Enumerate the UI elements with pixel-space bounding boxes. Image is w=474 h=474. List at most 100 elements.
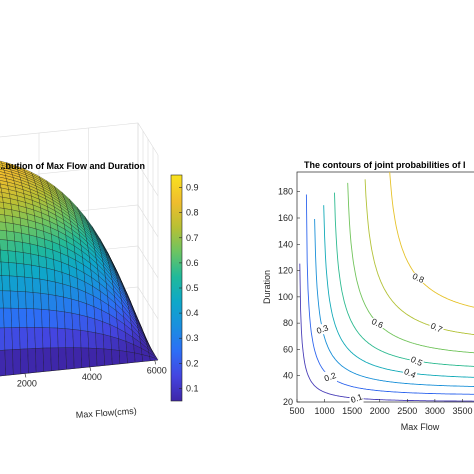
surface-patch [79, 314, 89, 332]
surface-patch [8, 262, 18, 277]
surface-patch [12, 349, 22, 375]
contour-x-tick-label: 3500 [452, 406, 472, 416]
surface-patch [95, 332, 105, 350]
surface-patch [55, 295, 65, 313]
contour-line-0.5 [334, 192, 474, 367]
colorbar-tick-label: 0.2 [186, 358, 199, 368]
surface-x-tick [89, 366, 92, 371]
surface-patch [31, 264, 41, 280]
contour-y-tick-label: 160 [278, 213, 293, 223]
surface-patch [0, 229, 8, 241]
surface-patch [32, 277, 41, 294]
surface-patch [22, 242, 31, 255]
surface-patch [33, 308, 43, 328]
surface-x-tick-label: 4000 [82, 372, 102, 382]
contour-y-tick-label: 100 [278, 292, 293, 302]
surface-patch [23, 263, 33, 279]
contour-y-tick-label: 140 [278, 239, 293, 249]
contour-x-tick-label: 500 [289, 406, 304, 416]
contour-y-tick-label: 80 [283, 318, 293, 328]
surface-x-tick [24, 373, 27, 378]
surface-patch [1, 275, 11, 292]
surface-patch [10, 308, 20, 328]
surface-patch [17, 291, 27, 309]
contour-y-tick-label: 120 [278, 266, 293, 276]
contour-label: 0.7 [429, 320, 444, 334]
surface-patch [65, 347, 75, 370]
surface-patch [23, 252, 32, 266]
surface-patch [25, 291, 34, 309]
surface-patch [110, 336, 120, 351]
surface-patch [2, 290, 12, 309]
contour-x-tick-label: 2000 [370, 406, 390, 416]
colorbar-tick-label: 0.5 [186, 283, 199, 293]
surface-mesh [0, 160, 159, 377]
surface-patch [13, 231, 23, 243]
surface-patch [56, 310, 66, 329]
contour-label: 0.1 [349, 391, 364, 405]
surface-patch [49, 327, 59, 349]
surface-x-tick [154, 360, 157, 365]
surface-patch [24, 276, 34, 293]
surface-patch [73, 347, 82, 369]
surface-patch [78, 300, 88, 317]
surface-patch [80, 330, 89, 349]
surface-patch [39, 278, 49, 295]
contour-title: The contours of joint probabilities of I [304, 160, 466, 170]
surface-patch [71, 298, 80, 316]
surface-patch [48, 309, 58, 329]
colorbar-tick-label: 0.4 [186, 308, 199, 318]
contour-y-tick-label: 180 [278, 187, 293, 197]
surface-patch [26, 327, 36, 349]
contour-labels: 0.1 0.2 0.3 0.40.5 0.6 0.7 0.8 [315, 271, 444, 405]
surface-patch [3, 307, 12, 328]
contour-line-0.4 [323, 205, 474, 378]
contour-line-0.3 [314, 218, 474, 387]
colorbar-tick-label: 0.9 [186, 183, 199, 193]
surface-patch [0, 239, 9, 251]
surface-patch [0, 349, 6, 377]
surface-patch [20, 348, 29, 374]
contour-label: 0.5 [409, 354, 424, 368]
surface-patch [54, 269, 63, 285]
surface-patch [6, 230, 15, 242]
surface-patch [47, 280, 57, 296]
contour-y-tick-label: 60 [283, 344, 293, 354]
surface-patch [42, 327, 51, 349]
surface-patch [15, 251, 25, 265]
contour-label: 0.2 [323, 370, 338, 384]
contour-plot-area [296, 171, 474, 403]
surface-patch [19, 327, 28, 350]
surface-patch [10, 290, 19, 309]
contour-line-0.7 [364, 179, 474, 336]
surface-patch [29, 243, 39, 256]
contour-label-bg [323, 371, 338, 382]
surface-patch [96, 348, 105, 367]
contour-y-tick-label: 20 [283, 397, 293, 407]
surface-patch [71, 312, 81, 331]
surface-patch [80, 347, 90, 368]
contour-x-tick-label: 1500 [342, 406, 362, 416]
surface-patch [40, 293, 50, 311]
contour-label: 0.4 [403, 366, 418, 380]
surface-patch [0, 261, 10, 277]
contour-line-0.6 [347, 182, 474, 354]
surface-patch [88, 347, 98, 368]
colorbar-tick-label: 0.3 [186, 333, 199, 343]
contour-label-bg [349, 393, 364, 404]
surface-patch [126, 351, 136, 364]
surface-patch [30, 253, 40, 267]
surface-patch [7, 250, 17, 264]
surface-patch [0, 249, 9, 263]
surface-patch [4, 327, 13, 351]
surface-patch [64, 328, 74, 348]
surface-patch [16, 276, 26, 292]
surface-patch [42, 347, 52, 372]
surface-patch [72, 329, 82, 348]
surface-patch [48, 294, 57, 312]
contour-y-tick-label: 40 [283, 371, 293, 381]
contour-x-label: Max Flow [401, 422, 440, 432]
surface-patch [103, 348, 113, 366]
surface-patch [9, 275, 18, 292]
